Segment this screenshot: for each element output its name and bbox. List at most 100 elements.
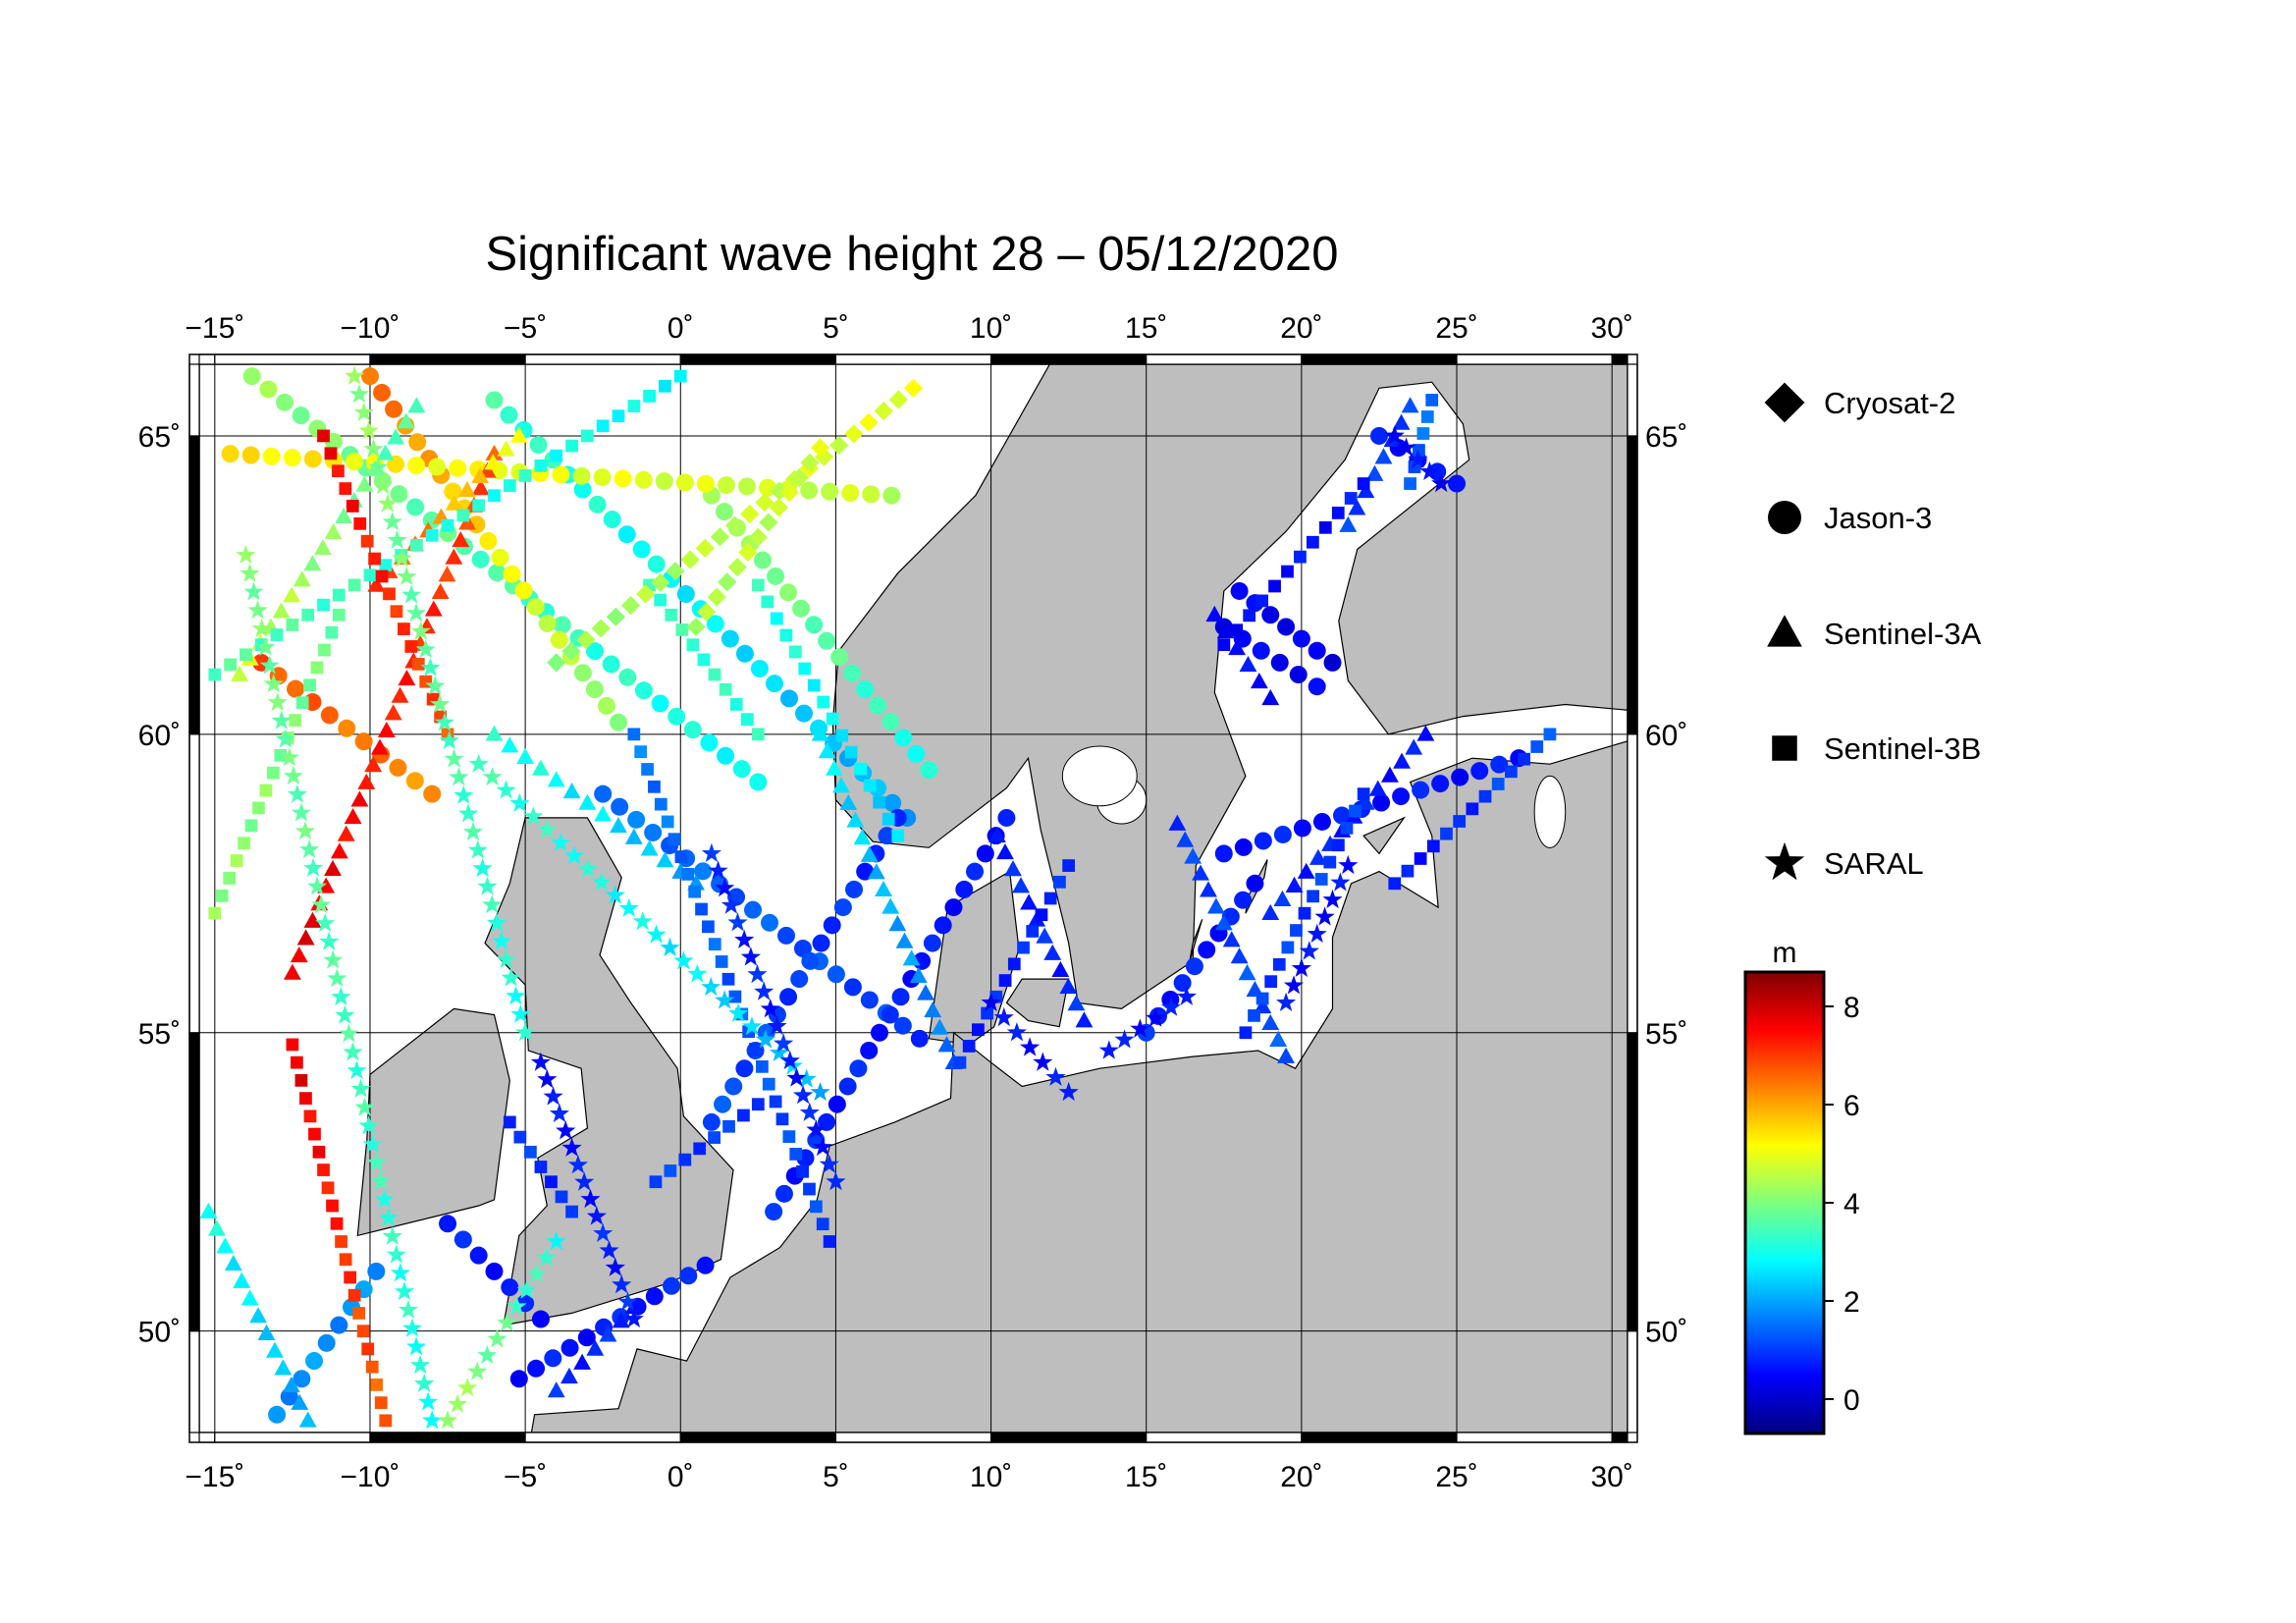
observation-point — [1388, 877, 1402, 891]
observation-point — [1426, 839, 1440, 853]
observation-point — [770, 612, 783, 625]
observation-point — [895, 932, 914, 948]
observation-point — [1396, 437, 1416, 457]
observation-point — [843, 978, 862, 997]
observation-point — [696, 1256, 715, 1274]
observation-point — [527, 1359, 546, 1378]
observation-point — [910, 1029, 929, 1048]
observation-point — [1045, 1066, 1066, 1086]
observation-point — [651, 572, 670, 592]
observation-point — [1168, 814, 1187, 831]
observation-point — [305, 1352, 324, 1371]
observation-point — [534, 459, 548, 472]
observation-point — [565, 1205, 578, 1218]
observation-point — [803, 1182, 816, 1196]
frame-segment-top — [1146, 353, 1303, 365]
observation-point — [550, 449, 563, 462]
lat-tick-label-left: 55˚ — [138, 1018, 181, 1051]
observation-point — [646, 924, 667, 944]
observation-point — [1318, 520, 1332, 534]
observation-point — [993, 1006, 1014, 1027]
observation-point — [462, 821, 484, 841]
observation-point — [1217, 638, 1231, 652]
observation-point — [708, 1131, 721, 1144]
track-sentinel-3a — [988, 826, 1094, 1028]
observation-point — [1357, 793, 1375, 810]
observation-point — [1146, 1007, 1166, 1027]
observation-point — [966, 862, 985, 881]
observation-point — [748, 527, 768, 547]
observation-point — [761, 913, 779, 932]
observation-point — [259, 380, 278, 399]
lon-tick-label-top: 30˚ — [1591, 312, 1633, 345]
observation-point — [339, 1253, 352, 1267]
frame-segment-right — [1627, 1330, 1638, 1434]
observation-point — [1440, 827, 1453, 840]
observation-point — [627, 810, 646, 829]
observation-point — [823, 1235, 836, 1248]
observation-point — [591, 619, 611, 638]
track-sentinel-3b — [503, 1115, 578, 1218]
observation-point — [770, 481, 789, 501]
observation-point — [406, 1336, 427, 1356]
observation-point — [883, 793, 902, 812]
observation-point — [893, 1016, 912, 1035]
observation-point — [1308, 848, 1327, 865]
observation-point — [368, 552, 381, 566]
observation-point — [779, 988, 798, 1006]
lon-tick-label-top: 15˚ — [1125, 312, 1167, 345]
observation-point — [818, 742, 836, 759]
observation-point — [376, 444, 395, 460]
observation-point — [1289, 666, 1308, 684]
observation-point — [725, 515, 745, 535]
observation-point — [1216, 622, 1235, 639]
observation-point — [924, 1001, 942, 1018]
track-jason-3 — [1214, 749, 1528, 863]
frame-segment-top — [679, 353, 837, 365]
lat-tick-label-right: 50˚ — [1645, 1317, 1687, 1349]
observation-point — [882, 486, 901, 505]
observation-point — [580, 1188, 601, 1209]
observation-point — [350, 1078, 371, 1098]
observation-point — [275, 729, 295, 748]
observation-point — [221, 445, 240, 463]
observation-point — [324, 522, 343, 540]
track-sentinel-3b — [208, 369, 687, 681]
observation-point — [869, 696, 887, 715]
observation-point — [1307, 890, 1320, 903]
observation-point — [295, 696, 309, 710]
observation-point — [454, 784, 474, 804]
observation-point — [561, 1338, 579, 1357]
observation-point — [779, 628, 793, 642]
observation-point — [1285, 876, 1304, 893]
observation-point — [1261, 1013, 1280, 1031]
observation-point — [362, 1133, 383, 1154]
observation-point — [543, 1086, 563, 1106]
observation-point — [727, 558, 747, 577]
observation-point — [324, 447, 338, 460]
observation-point — [479, 532, 498, 551]
map-frame — [188, 353, 1638, 1443]
observation-point — [874, 402, 893, 421]
observation-point — [208, 906, 222, 920]
observation-point — [593, 1222, 614, 1242]
observation-point — [1269, 1030, 1288, 1047]
observation-point — [728, 990, 742, 1003]
observation-point — [347, 1059, 367, 1080]
observation-point — [962, 1040, 976, 1053]
observation-point — [1369, 426, 1388, 445]
landmass — [1362, 816, 1407, 855]
observation-point — [1333, 806, 1351, 825]
frame-segment-bottom — [214, 1432, 371, 1443]
frame-segment-bottom — [1611, 1432, 1629, 1443]
observation-point — [1419, 460, 1440, 480]
observation-point — [377, 493, 399, 513]
observation-point — [751, 578, 765, 592]
observation-point — [596, 419, 610, 433]
observation-point — [532, 759, 550, 776]
observation-point — [1478, 789, 1492, 803]
observation-point — [721, 629, 739, 648]
observation-point — [1392, 413, 1411, 430]
observation-point — [439, 1215, 457, 1233]
observation-point — [593, 468, 612, 487]
